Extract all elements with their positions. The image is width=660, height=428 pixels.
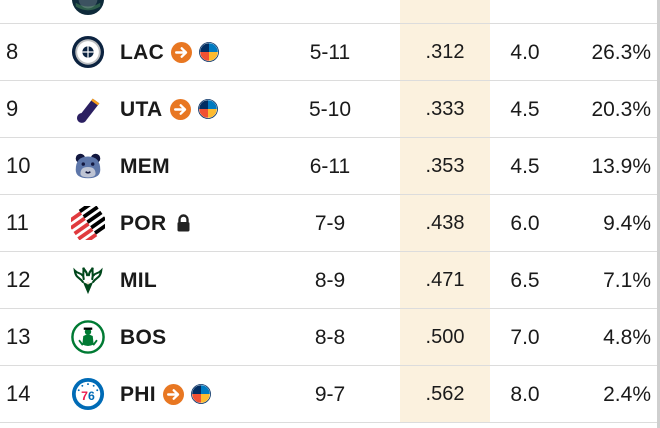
traded-to-team-logo	[199, 42, 219, 62]
partial-team-logo	[64, 0, 112, 23]
pct-cell: .353	[400, 138, 490, 194]
team-cell[interactable]: BOS	[112, 327, 260, 348]
team-logo	[64, 81, 112, 137]
team-cell[interactable]: MIL	[112, 270, 260, 291]
pct-cell: .312	[400, 24, 490, 80]
rank-cell: 13	[6, 324, 31, 349]
team-logo-slot	[71, 35, 105, 69]
record-cell: 6-11	[309, 154, 351, 178]
team-logo	[64, 195, 112, 251]
pct-cell: .333	[400, 81, 490, 137]
team-logo-slot: 76	[71, 377, 105, 411]
team-logo	[64, 138, 112, 194]
team-cell[interactable]: MEM	[112, 156, 260, 177]
record-cell: 5-10	[308, 97, 352, 121]
traded-to-team-logo	[191, 384, 211, 404]
team-cell[interactable]: POR	[112, 213, 260, 234]
pct-cell	[400, 0, 490, 23]
svg-text:76: 76	[81, 389, 95, 403]
odds-cell: 2.4%	[603, 382, 651, 406]
team-logo: 76	[64, 366, 112, 422]
team-abbr: POR	[120, 211, 167, 235]
odds-cell: 9.4%	[603, 211, 651, 235]
traded-pick-arrow-icon	[171, 41, 193, 63]
team-logo-slot	[71, 92, 105, 126]
traded-to-team-logo	[197, 99, 218, 119]
pct-cell: .438	[400, 195, 490, 251]
standings-table-body: 8 LAC 5-11 .312 4.0 26.3% 9 UTA	[0, 24, 657, 423]
record-cell: 7-9	[314, 211, 346, 235]
gb-cell: 4.5	[510, 97, 540, 121]
clinched-lock-icon	[173, 213, 192, 233]
table-row[interactable]: 11 POR 7-9 .438 6.0	[0, 195, 657, 252]
pct-cell: .500	[400, 309, 490, 365]
record-cell: 9-7	[314, 382, 346, 406]
rank-cell: 9	[6, 96, 19, 121]
gb-cell: 4.0	[510, 40, 540, 64]
team-abbr: PHI	[120, 382, 156, 406]
record-cell: 8-9	[314, 268, 346, 292]
pct-cell: .471	[400, 252, 490, 308]
team-logo-slot	[71, 320, 105, 354]
traded-pick-arrow-icon	[162, 383, 184, 405]
team-abbr: MEM	[120, 154, 170, 178]
gb-cell: 7.0	[510, 325, 540, 349]
team-logo-slot	[71, 206, 105, 240]
rank-cell: 10	[6, 153, 31, 178]
odds-cell: 20.3%	[591, 97, 651, 121]
team-logo	[64, 252, 112, 308]
record-cell: 5-11	[309, 40, 351, 64]
table-row[interactable]: 14 76 PHI 9-7 .562 8.0 2.4%	[0, 366, 657, 423]
record-cell: 8-8	[314, 325, 346, 349]
odds-cell: 4.8%	[603, 325, 651, 349]
team-cell[interactable]: LAC	[112, 40, 260, 64]
partial-top-row	[0, 0, 657, 24]
rank-cell: 12	[6, 267, 31, 292]
gb-cell: 6.5	[510, 268, 540, 292]
odds-cell: 7.1%	[603, 268, 651, 292]
gb-cell: 4.5	[510, 154, 540, 178]
team-logo	[64, 24, 112, 80]
traded-pick-arrow-icon	[169, 98, 191, 120]
table-row[interactable]: 8 LAC 5-11 .312 4.0 26.3%	[0, 24, 657, 81]
team-abbr: BOS	[120, 325, 167, 349]
team-abbr: LAC	[120, 40, 165, 64]
team-logo-slot	[71, 263, 105, 297]
team-abbr: UTA	[120, 97, 163, 121]
gb-cell: 6.0	[510, 211, 540, 235]
team-logo-slot	[71, 0, 105, 16]
team-abbr: MIL	[120, 268, 158, 292]
team-logo	[64, 309, 112, 365]
odds-cell: 26.3%	[591, 40, 651, 64]
table-row[interactable]: 9 UTA 5-10 .333 4.5 20.3%	[0, 81, 657, 138]
rank-cell: 8	[6, 39, 19, 64]
pct-cell: .562	[400, 366, 490, 422]
team-logo-slot	[71, 149, 105, 183]
rank-cell: 11	[6, 210, 29, 235]
table-row[interactable]: 12 MIL 8-9 .471 6.5 7.1%	[0, 252, 657, 309]
odds-cell: 13.9%	[591, 154, 651, 178]
table-row[interactable]: 13 BOS 8-8 .500 7.0 4.8%	[0, 309, 657, 366]
team-cell[interactable]: PHI	[112, 382, 260, 406]
rank-cell: 14	[6, 381, 31, 406]
team-cell[interactable]: UTA	[112, 97, 260, 121]
gb-cell: 8.0	[510, 382, 540, 406]
table-row[interactable]: 10 MEM 6-11 .353 4.5 13.9%	[0, 138, 657, 195]
